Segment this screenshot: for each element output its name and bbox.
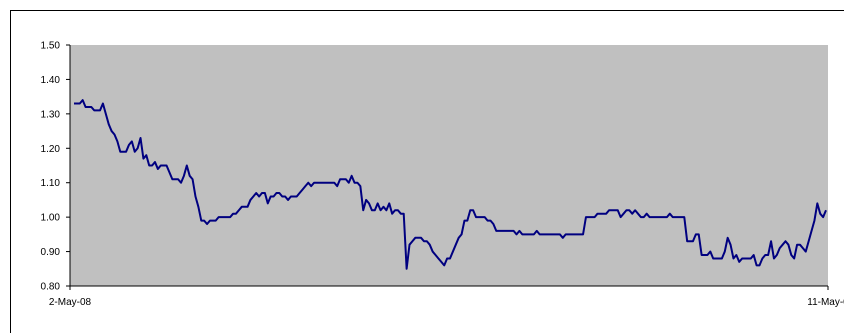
x-tick-label: 2-May-08: [49, 297, 92, 308]
plot-area: [70, 45, 828, 286]
y-tick-label: 1.20: [41, 144, 61, 155]
y-tick-label: 1.40: [41, 75, 61, 86]
y-tick-label: 1.00: [41, 213, 61, 224]
x-tick-label: 11-May-0: [807, 297, 844, 308]
chart-frame: [10, 10, 844, 333]
series-line-0: [74, 99, 827, 270]
y-tick-label: 0.80: [41, 282, 61, 293]
y-tick-label: 1.30: [41, 109, 61, 120]
y-tick-label: 1.50: [41, 41, 61, 52]
y-tick-label: 0.90: [41, 247, 61, 258]
y-tick-label: 1.10: [41, 178, 61, 189]
